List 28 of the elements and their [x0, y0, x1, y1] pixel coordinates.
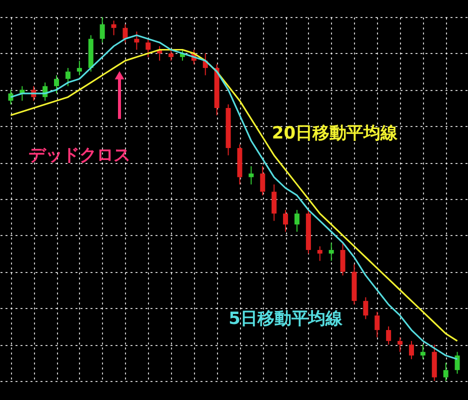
candlestick — [398, 336, 403, 352]
candlestick — [443, 362, 448, 382]
candlestick — [386, 326, 392, 346]
candlestick — [420, 344, 426, 360]
candlestick — [76, 60, 82, 76]
candlestick — [168, 49, 174, 62]
candlestick — [100, 16, 105, 43]
candlestick — [363, 296, 368, 320]
candlestick — [111, 20, 116, 36]
candlestick — [408, 340, 414, 360]
candlestick — [122, 24, 128, 43]
text: 5日移動平均線 — [228, 309, 344, 330]
candlestick — [317, 246, 322, 262]
candlestick — [65, 67, 70, 87]
candlestick — [54, 74, 60, 94]
candlestick — [134, 31, 140, 50]
candlestick — [454, 351, 460, 374]
candlestick — [283, 209, 288, 232]
annotation: デッドクロス — [28, 145, 130, 166]
candlestick — [260, 166, 266, 196]
candlestick — [294, 209, 300, 232]
candlestick — [340, 242, 346, 276]
series-label: 20日移動平均線 — [272, 123, 399, 144]
candlestick — [374, 311, 380, 338]
candlestick — [248, 166, 254, 185]
candlestick — [272, 184, 277, 222]
candlestick — [146, 38, 151, 58]
candlestick — [328, 242, 334, 262]
